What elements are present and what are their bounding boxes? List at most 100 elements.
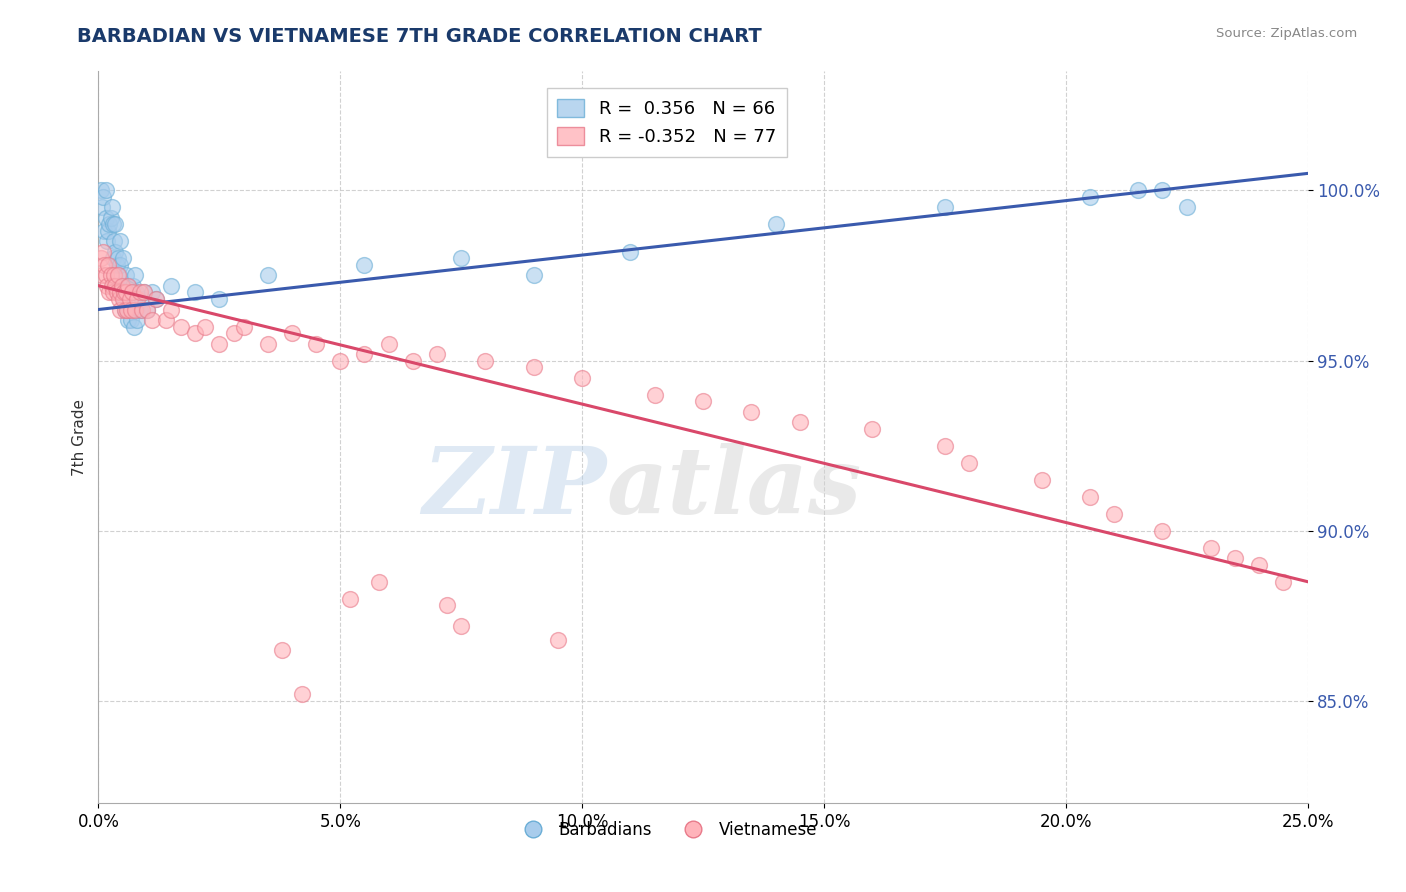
Point [90,252,112,266]
Point [1128,183,1150,197]
Point [789,415,811,429]
Point [1272,574,1295,589]
Point [232,319,254,334]
Point [145,293,167,307]
Point [125,285,148,300]
Point [436,599,458,613]
Text: ZIP: ZIP [422,443,606,533]
Point [114,302,136,317]
Point [104,218,127,232]
Point [619,244,641,259]
Point [194,319,217,334]
Point [111,278,134,293]
Point [96,278,118,293]
Point [117,302,139,317]
Point [115,285,138,300]
Point [122,278,145,293]
Point [127,293,149,307]
Legend: Barbadians, Vietnamese: Barbadians, Vietnamese [510,814,824,846]
Point [256,336,278,351]
Point [105,258,128,272]
Point [353,347,375,361]
Point [120,302,142,317]
Point [1223,550,1246,565]
Point [114,268,136,283]
Point [111,293,134,307]
Point [122,319,145,334]
Point [1078,490,1101,504]
Point [117,278,139,293]
Point [135,302,157,317]
Point [120,285,142,300]
Point [141,285,163,300]
Point [1102,507,1125,521]
Point [118,293,141,307]
Point [94,211,117,225]
Y-axis label: 7th Grade: 7th Grade [72,399,87,475]
Point [91,268,114,283]
Point [100,268,122,283]
Point [402,353,425,368]
Point [256,268,278,283]
Point [121,302,143,317]
Point [208,336,231,351]
Point [644,387,666,401]
Point [1031,473,1053,487]
Point [523,360,546,375]
Point [111,278,134,293]
Point [97,224,120,238]
Point [128,302,150,317]
Point [117,302,139,317]
Point [329,353,352,368]
Point [222,326,245,341]
Point [91,190,114,204]
Point [368,574,391,589]
Point [934,439,956,453]
Point [93,258,115,272]
Point [1152,183,1174,197]
Point [91,201,114,215]
Point [94,268,117,283]
Text: BARBADIAN VS VIETNAMESE 7TH GRADE CORRELATION CHART: BARBADIAN VS VIETNAMESE 7TH GRADE CORREL… [77,27,762,45]
Point [108,302,131,317]
Point [98,285,121,300]
Point [108,278,131,293]
Point [305,336,328,351]
Point [107,293,129,307]
Point [105,285,128,300]
Point [117,278,139,293]
Point [141,312,163,326]
Point [121,285,143,300]
Point [1199,541,1222,555]
Point [101,285,124,300]
Point [135,302,157,317]
Point [107,268,129,283]
Point [107,268,129,283]
Point [101,278,124,293]
Point [290,687,312,701]
Point [124,302,146,317]
Point [128,285,150,300]
Point [124,293,146,307]
Point [91,244,114,259]
Point [765,218,787,232]
Point [160,278,183,293]
Point [112,293,135,307]
Point [112,285,135,300]
Point [103,235,125,249]
Point [208,293,231,307]
Point [547,632,569,647]
Point [115,285,138,300]
Point [281,326,304,341]
Point [169,319,191,334]
Point [353,258,375,272]
Point [339,591,361,606]
Point [100,211,122,225]
Text: Source: ZipAtlas.com: Source: ZipAtlas.com [1216,27,1357,40]
Point [450,252,472,266]
Point [160,302,183,317]
Point [108,285,131,300]
Point [98,218,121,232]
Point [155,312,177,326]
Point [934,201,956,215]
